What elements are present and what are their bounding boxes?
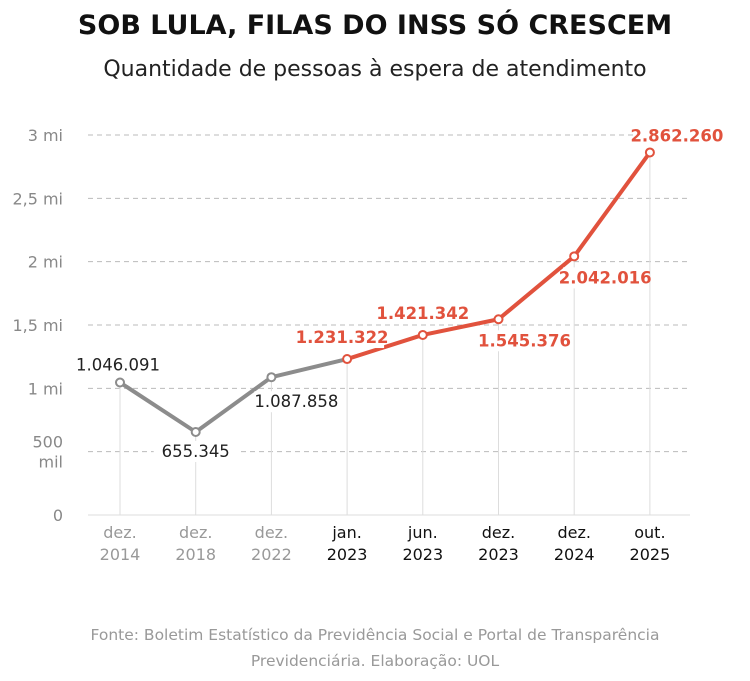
data-label: 1.046.091 (76, 355, 160, 374)
y-tick-label: mil (39, 453, 63, 472)
y-tick-label: 3 mi (28, 126, 63, 145)
data-point (342, 354, 353, 365)
data-point (417, 329, 428, 340)
data-label: 2.862.260 (630, 126, 723, 145)
data-point (190, 426, 201, 437)
y-tick-label: 1,5 mi (12, 316, 63, 335)
label-background (380, 302, 465, 324)
x-tick-label: jan. (331, 523, 361, 542)
x-tick-label: out. (634, 523, 665, 542)
data-point (569, 251, 580, 262)
label-background (76, 354, 160, 376)
series-line-before (118, 357, 348, 434)
x-tick-label: dez. (557, 523, 590, 542)
chart-title: SOB LULA, FILAS DO INSS SÓ CRESCEM (77, 10, 673, 41)
y-tick-label: 500 (32, 433, 63, 452)
x-tick-label: dez. (103, 523, 136, 542)
x-tick-label: 2014 (100, 545, 141, 564)
label-background (482, 330, 567, 352)
y-tick-label: 2 mi (28, 253, 63, 272)
x-tick-label: dez. (482, 523, 515, 542)
x-tick-label: dez. (255, 523, 288, 542)
data-label: 1.421.342 (376, 304, 469, 323)
data-label: 1.545.376 (478, 331, 571, 350)
y-tick-label: 2,5 mi (12, 189, 63, 208)
data-label: 655.345 (162, 442, 230, 461)
x-tick-label: jun. (407, 523, 438, 542)
label-background (634, 125, 719, 147)
data-point (493, 314, 504, 325)
label-background (153, 440, 238, 462)
label-background (563, 267, 648, 289)
label-background (254, 391, 339, 413)
chart-subtitle: Quantidade de pessoas à espera de atendi… (103, 57, 647, 82)
label-background (300, 327, 385, 349)
x-tick-label: 2025 (630, 545, 671, 564)
x-tick-label: 2018 (175, 545, 216, 564)
x-tick-label: 2022 (251, 545, 292, 564)
x-tick-label: 2023 (478, 545, 519, 564)
y-tick-label: 0 (53, 506, 63, 525)
x-tick-label: 2023 (402, 545, 443, 564)
x-tick-label: 2024 (554, 545, 595, 564)
data-point (644, 147, 655, 158)
source-note: Fonte: Boletim Estatístico da Previdênci… (90, 626, 660, 670)
y-tick-label: 1 mi (28, 379, 63, 398)
data-label: 2.042.016 (559, 268, 652, 287)
data-point (115, 377, 125, 388)
data-label: 1.231.322 (296, 328, 389, 347)
x-tick-label: dez. (179, 523, 212, 542)
data-point (266, 372, 277, 383)
data-label: 1.087.858 (254, 392, 338, 411)
x-tick-label: 2023 (327, 545, 368, 564)
